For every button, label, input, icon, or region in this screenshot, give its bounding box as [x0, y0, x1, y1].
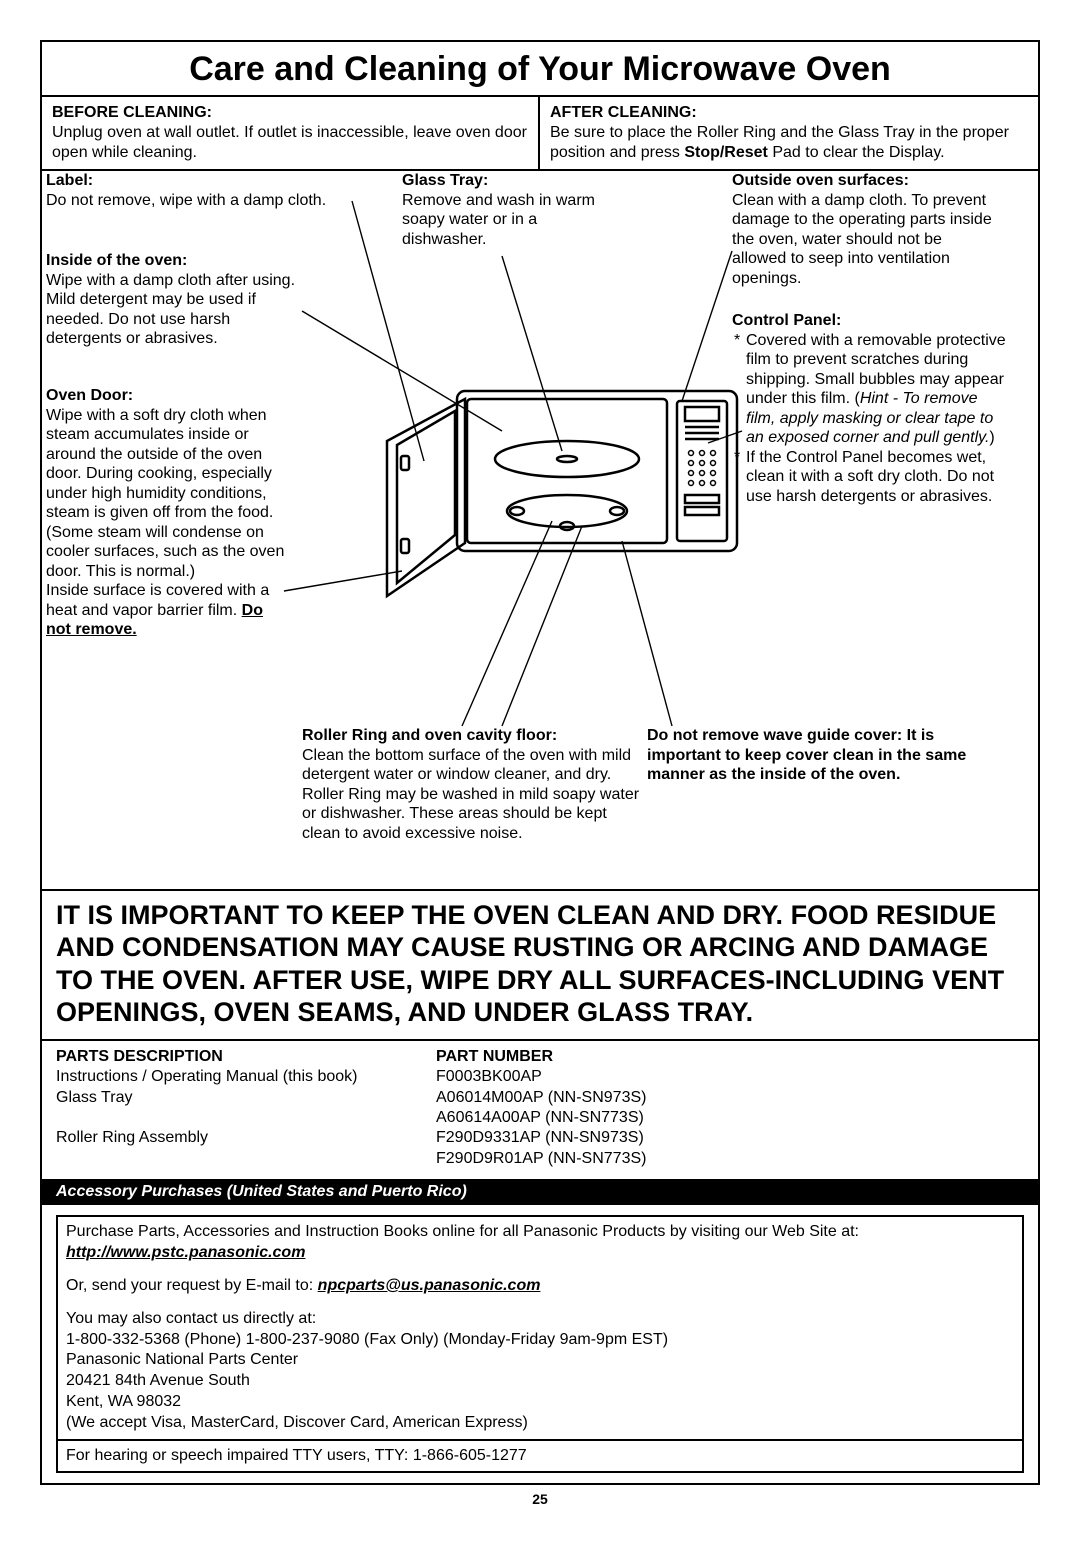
panel-bullet-1: Covered with a removable protective film… [732, 331, 1007, 448]
before-heading: BEFORE CLEANING: [52, 104, 212, 121]
outside-text: Clean with a damp cloth. To prevent dama… [732, 192, 992, 287]
inside-block: Inside of the oven: Wipe with a damp clo… [46, 251, 306, 349]
glass-text: Remove and wash in warm soapy water or i… [402, 192, 595, 248]
label-heading: Label: [46, 172, 93, 189]
parts-desc-3: Roller Ring Assembly [56, 1128, 436, 1148]
after-cleaning-cell: AFTER CLEANING: Be sure to place the Rol… [540, 97, 1038, 169]
purchase-text-7: Kent, WA 98032 [66, 1392, 1014, 1413]
inside-heading: Inside of the oven: [46, 252, 187, 269]
glass-block: Glass Tray: Remove and wash in warm soap… [402, 171, 622, 249]
important-notice: IT IS IMPORTANT TO KEEP THE OVEN CLEAN A… [42, 891, 1038, 1041]
waveguide-text: Do not remove wave guide cover: It is im… [647, 727, 966, 783]
parts-header-num: PART NUMBER [436, 1047, 553, 1067]
microwave-illustration [377, 371, 747, 601]
diagram-section: Label: Do not remove, wipe with a damp c… [42, 171, 1038, 891]
before-text: Unplug oven at wall outlet. If outlet is… [52, 124, 527, 161]
purchase-text-8: (We accept Visa, MasterCard, Discover Ca… [66, 1413, 1014, 1434]
parts-num-1: A06014M00AP (NN-SN973S) [436, 1088, 646, 1108]
accessory-bar: Accessory Purchases (United States and P… [42, 1179, 1038, 1205]
purchase-text-4: 1-800-332-5368 (Phone) 1-800-237-9080 (F… [66, 1330, 1014, 1351]
outside-heading: Outside oven surfaces: [732, 172, 909, 189]
roller-text: Clean the bottom surface of the oven wit… [302, 747, 639, 842]
before-cleaning-cell: BEFORE CLEANING: Unplug oven at wall out… [42, 97, 540, 169]
door-text-b: Inside surface is covered with a heat an… [46, 582, 269, 619]
after-text-b: Stop/Reset [684, 144, 768, 161]
inside-text: Wipe with a damp cloth after using. Mild… [46, 272, 295, 348]
waveguide-block: Do not remove wave guide cover: It is im… [647, 726, 997, 785]
after-heading: AFTER CLEANING: [550, 104, 697, 121]
purchase-tty: For hearing or speech impaired TTY users… [58, 1439, 1022, 1472]
page-number: 25 [40, 1485, 1040, 1507]
parts-num-3: F290D9331AP (NN-SN973S) [436, 1128, 644, 1148]
purchase-email: npcparts@us.panasonic.com [318, 1277, 541, 1294]
label-text: Do not remove, wipe with a damp cloth. [46, 192, 326, 209]
door-text-a: Wipe with a soft dry cloth when steam ac… [46, 407, 284, 580]
after-text-c: Pad to clear the Display. [768, 144, 945, 161]
parts-desc-1: Glass Tray [56, 1088, 436, 1108]
parts-num-2: A60614A00AP (NN-SN773S) [436, 1108, 644, 1128]
label-block: Label: Do not remove, wipe with a damp c… [46, 171, 366, 210]
roller-heading: Roller Ring and oven cavity floor: [302, 727, 557, 744]
purchase-text-5: Panasonic National Parts Center [66, 1350, 1014, 1371]
purchase-url: http://www.pstc.panasonic.com [66, 1244, 305, 1261]
purchase-text-3: You may also contact us directly at: [66, 1309, 1014, 1330]
door-heading: Oven Door: [46, 387, 133, 404]
panel-bullet-2: If the Control Panel becomes wet, clean … [732, 448, 1007, 507]
parts-header-desc: PARTS DESCRIPTION [56, 1047, 436, 1067]
outside-block: Outside oven surfaces: Clean with a damp… [732, 171, 992, 288]
panel-block: Control Panel: Covered with a removable … [732, 311, 1007, 506]
parts-num-4: F290D9R01AP (NN-SN773S) [436, 1149, 646, 1169]
purchase-text-1a: Purchase Parts, Accessories and Instruct… [66, 1223, 859, 1240]
roller-block: Roller Ring and oven cavity floor: Clean… [302, 726, 642, 843]
purchase-text-2a: Or, send your request by E-mail to: [66, 1277, 318, 1294]
parts-desc-0: Instructions / Operating Manual (this bo… [56, 1067, 436, 1087]
panel-heading: Control Panel: [732, 312, 841, 329]
glass-heading: Glass Tray: [402, 172, 488, 189]
parts-desc-4 [56, 1149, 436, 1169]
door-block: Oven Door: Wipe with a soft dry cloth wh… [46, 386, 286, 640]
parts-desc-2 [56, 1108, 436, 1128]
page-title: Care and Cleaning of Your Microwave Oven [42, 42, 1038, 97]
manual-page: Care and Cleaning of Your Microwave Oven… [40, 40, 1040, 1485]
parts-table: PARTS DESCRIPTION PART NUMBER Instructio… [42, 1041, 1038, 1180]
parts-num-0: F0003BK00AP [436, 1067, 542, 1087]
purchase-box: Purchase Parts, Accessories and Instruct… [56, 1215, 1024, 1473]
before-after-row: BEFORE CLEANING: Unplug oven at wall out… [42, 97, 1038, 171]
purchase-text-6: 20421 84th Avenue South [66, 1371, 1014, 1392]
